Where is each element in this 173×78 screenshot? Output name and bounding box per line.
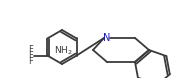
Text: F: F (28, 57, 33, 67)
Text: F: F (28, 51, 33, 60)
Text: NH$_2$: NH$_2$ (54, 45, 72, 57)
Text: N: N (103, 33, 111, 43)
Text: F: F (28, 45, 33, 54)
